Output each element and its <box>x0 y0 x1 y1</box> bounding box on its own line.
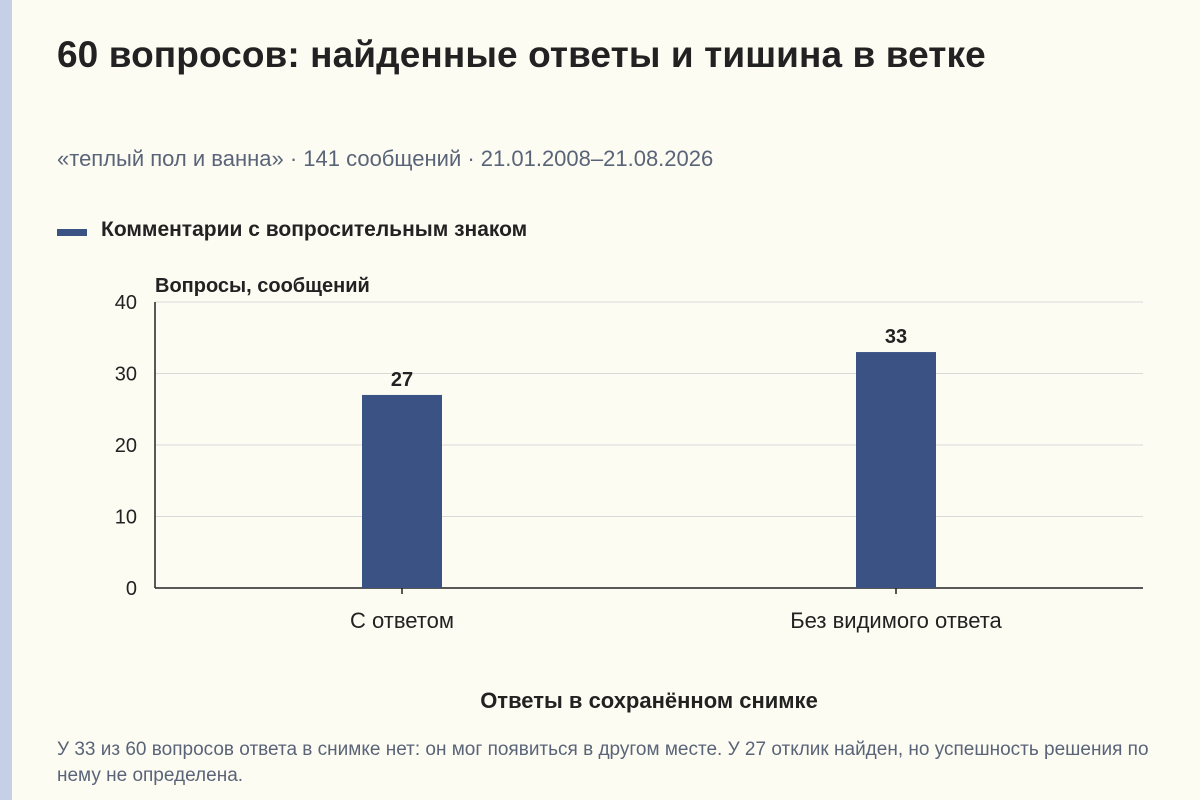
y-tick-label: 20 <box>115 435 137 457</box>
footnote: У 33 из 60 вопросов ответа в снимке нет:… <box>57 739 1149 786</box>
accent-stripe <box>0 0 12 800</box>
y-tick-label: 30 <box>115 364 137 386</box>
legend: Комментарии с вопросительным знаком <box>57 218 527 242</box>
y-tick-label: 40 <box>115 292 137 314</box>
legend-swatch <box>57 228 87 236</box>
bar-chart: 0 10 20 30 40 Вопросы, сообщений 27 С ответом 33… <box>115 275 1143 713</box>
x-axis-label: Ответы в сохранённом снимке <box>480 688 818 713</box>
chart-title: 60 вопросов: найденные ответы и тишина в… <box>57 34 986 75</box>
data-label: 33 <box>885 326 907 348</box>
x-tick-label: С ответом <box>350 608 454 633</box>
chart-subtitle: «теплый пол и ванна» · 141 сообщений · 2… <box>57 146 714 171</box>
bar <box>362 394 442 588</box>
legend-label: Комментарии с вопросительным знаком <box>101 218 528 241</box>
x-tick-label: Без видимого ответа <box>790 608 1002 633</box>
y-tick-label: 0 <box>126 578 137 600</box>
y-tick-label: 10 <box>115 507 137 529</box>
bar <box>856 352 936 588</box>
data-label: 27 <box>391 369 413 391</box>
y-axis-label: Вопросы, сообщений <box>155 275 370 297</box>
